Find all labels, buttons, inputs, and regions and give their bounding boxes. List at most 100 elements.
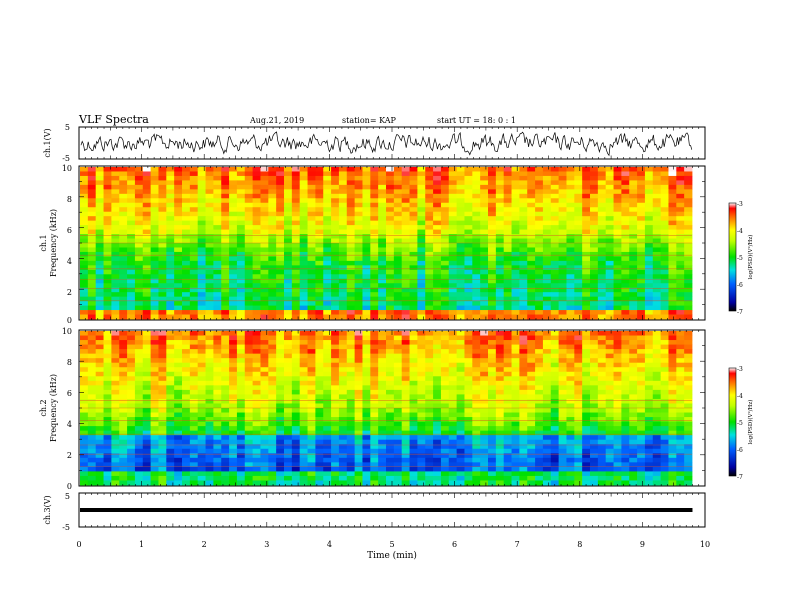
spectrogram-cell [511, 287, 520, 293]
spectrogram-cell [535, 430, 544, 436]
spectrogram-cell [425, 278, 434, 284]
spectrogram-cell [158, 430, 167, 436]
spectrogram-cell [558, 340, 567, 345]
spectrogram-cell [189, 367, 199, 373]
spectrogram-cell [299, 184, 308, 190]
spectrogram-cell [535, 198, 544, 204]
spectrogram-cell [127, 314, 136, 320]
spectrogram-cell [182, 269, 191, 275]
spectrogram-cell [440, 394, 450, 400]
spectrogram-cell [103, 389, 112, 395]
spectrogram-cell [268, 220, 277, 226]
spectrogram-cell [401, 274, 410, 280]
spectrogram-cell [362, 314, 371, 320]
spectrogram-cell [558, 265, 567, 271]
spectrogram-cell [95, 296, 104, 302]
spectrogram-cell [519, 193, 528, 199]
spectrogram-cell [197, 371, 206, 377]
spectrogram-cell [80, 225, 89, 230]
spectrogram-cell [425, 389, 434, 395]
spectrogram-cell [103, 234, 112, 239]
spectrogram-cell [299, 331, 308, 336]
spectrogram-cell [260, 193, 269, 199]
spectrogram-cell [111, 256, 120, 262]
spectrogram-cell [87, 426, 97, 432]
spectrogram-cell [495, 238, 505, 244]
spectrogram-cell [189, 189, 199, 195]
spectrogram-cell [236, 256, 246, 262]
spectrogram-cell [644, 385, 654, 391]
spectrogram-cell [142, 251, 152, 257]
spectrogram-cell [276, 353, 285, 359]
spectrogram-cell [613, 408, 622, 413]
spectrogram-cell [417, 229, 426, 235]
spectrogram-cell [417, 278, 426, 284]
spectrogram-cell [519, 189, 528, 195]
spectrogram-cell [362, 274, 371, 280]
spectrogram-cell [150, 283, 159, 289]
spectrogram-cell [378, 265, 387, 271]
spectrogram-cell [174, 301, 183, 306]
spectrogram-cell [378, 193, 387, 199]
spectrogram-cell [119, 310, 128, 315]
spectrogram-cell [197, 331, 206, 336]
spectrogram-cell [323, 403, 332, 409]
spectrogram-cell [338, 301, 348, 306]
spectrogram-cell [134, 220, 144, 226]
spectrogram-cell [440, 225, 450, 230]
spectrogram-cell [299, 247, 308, 253]
spectrogram-cell [621, 305, 630, 311]
spectrogram-cell [354, 403, 363, 409]
spectrogram-cell [684, 349, 693, 355]
spectrogram-cell [338, 292, 348, 298]
spectrogram-cell [142, 225, 152, 230]
spectrogram-cell [527, 243, 536, 248]
spectrogram-cell [111, 394, 120, 400]
spectrogram-cell [527, 435, 536, 441]
spectrogram-cell [644, 229, 654, 235]
spectrogram-cell [260, 344, 269, 350]
spectrogram-cell [613, 358, 622, 364]
spectrogram-cell [166, 256, 175, 262]
spectrogram-cell [244, 310, 254, 315]
spectrogram-cell [621, 292, 630, 298]
spectrogram-cell [652, 353, 662, 359]
spectrogram-cell [291, 412, 301, 418]
spectrogram-cell [417, 435, 426, 441]
spectrogram-cell [652, 394, 662, 400]
spectrogram-cell [323, 292, 332, 298]
spectrogram-cell [519, 296, 528, 302]
spectrogram-cell [440, 283, 450, 289]
spectrogram-cell [472, 426, 481, 432]
spectrogram-cell [378, 175, 387, 181]
spectrogram-cell [644, 430, 654, 436]
spectrogram-cell [205, 367, 214, 373]
spectrogram-cell [315, 216, 324, 222]
spectrogram-cell [134, 251, 144, 257]
spectrogram-cell [166, 310, 175, 315]
spectrogram-cell [401, 193, 410, 199]
spectrogram-cell [542, 260, 552, 266]
spectrogram-cell [182, 408, 191, 413]
spectrogram-cell [307, 207, 316, 213]
spectrogram-cell [189, 283, 199, 289]
spectrogram-cell [189, 389, 199, 395]
spectrogram-cell [213, 180, 222, 186]
spectrogram-cell [103, 376, 112, 382]
spectrogram-cell [284, 175, 293, 181]
spectrogram-cell [197, 265, 206, 271]
spectrogram-cell [566, 193, 575, 199]
spectrogram-cell [605, 225, 614, 230]
spectrogram-cell [134, 344, 144, 350]
spectrogram-cell [268, 175, 277, 181]
spectrogram-cell [676, 394, 685, 400]
spectrogram-cell [80, 243, 89, 248]
spectrogram-cell [244, 229, 254, 235]
spectrogram-cell [440, 340, 450, 345]
spectrogram-cell [495, 269, 505, 275]
spectrogram-cell [386, 296, 395, 302]
spectrogram-cell [127, 247, 136, 253]
spectrogram-cell [307, 171, 316, 177]
spectrogram-cell [574, 202, 583, 208]
spectrogram-cell [590, 349, 599, 355]
